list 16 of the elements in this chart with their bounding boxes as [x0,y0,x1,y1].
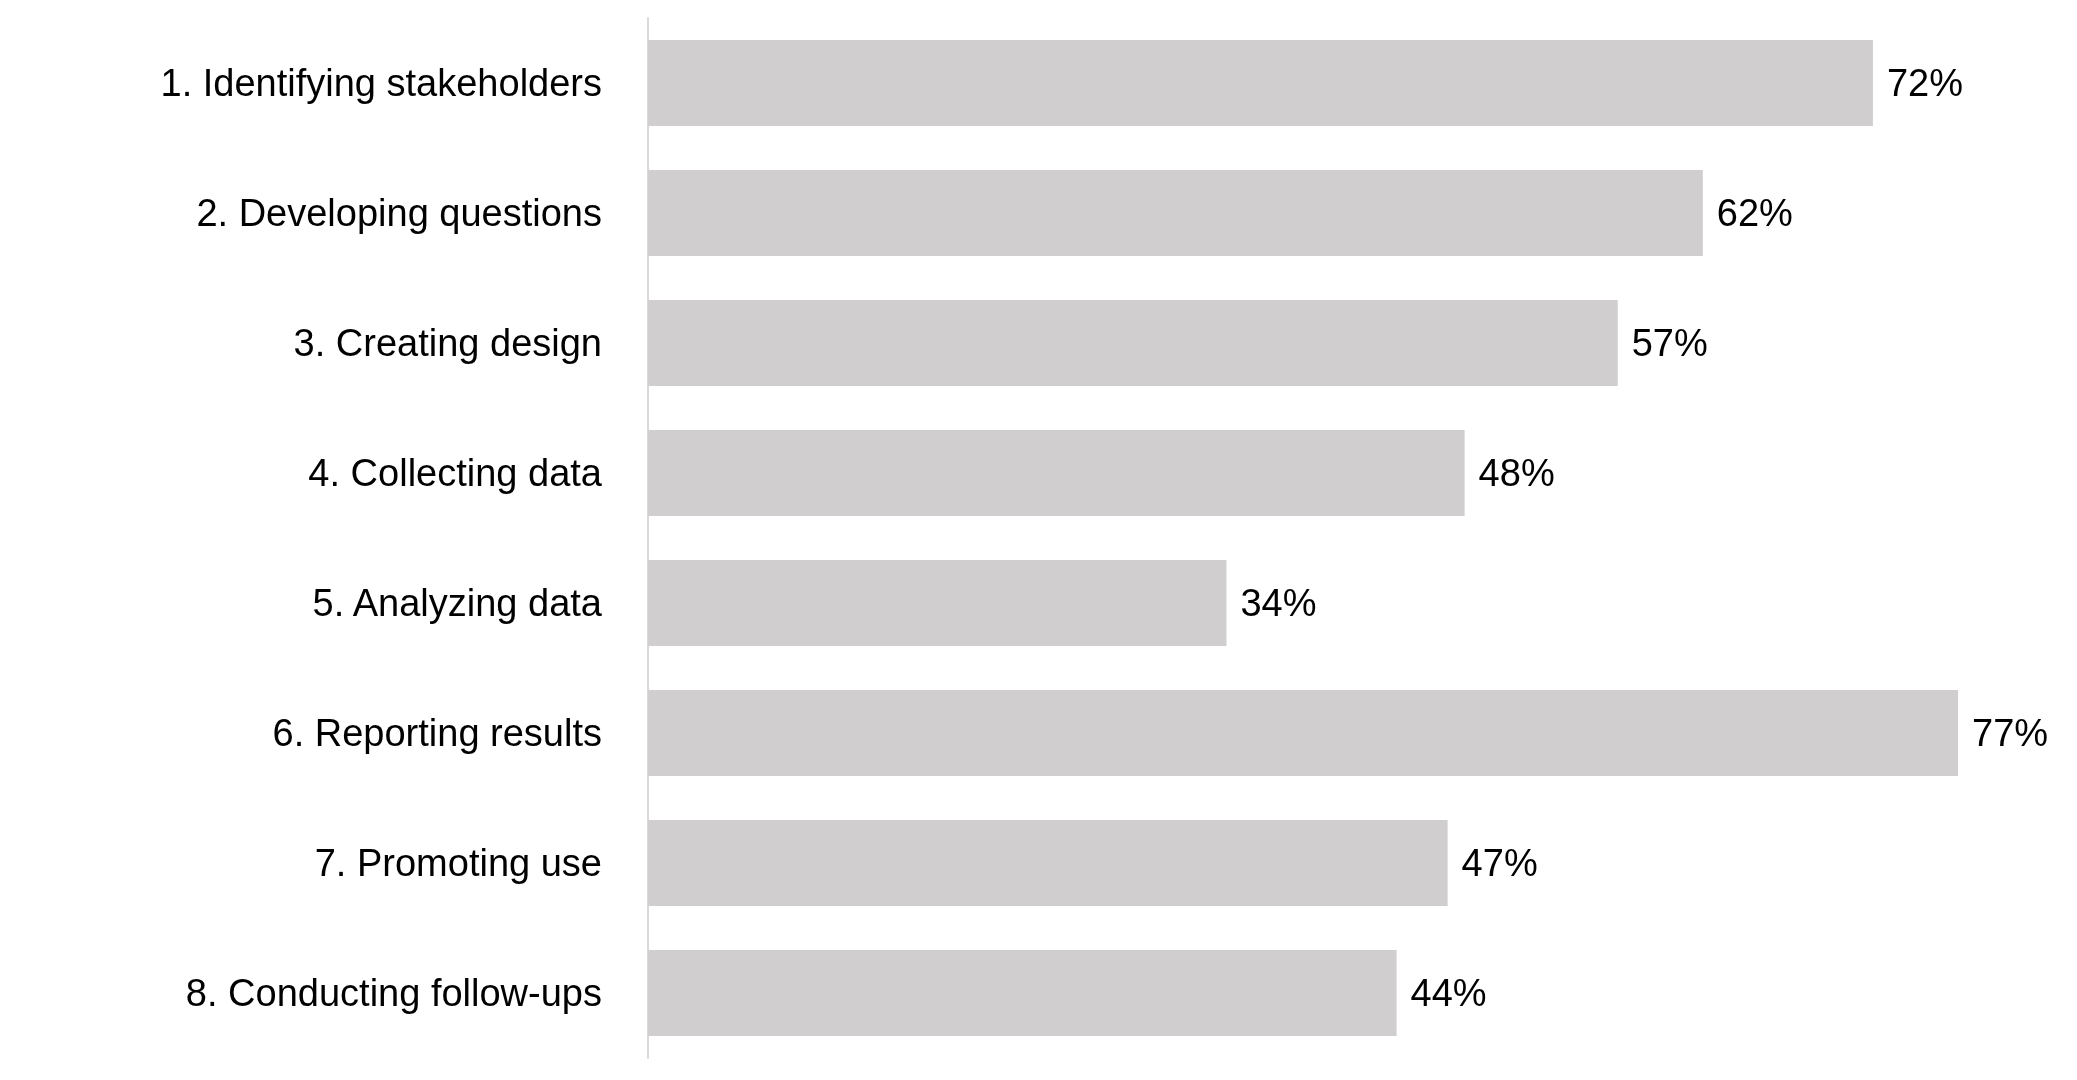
y-tick-label: 3. Creating design [293,322,602,364]
y-tick-label: 8. Conducting follow-ups [185,972,602,1014]
y-tick-label: 5. Analyzing data [312,582,603,624]
data-label: 57% [1631,322,1708,364]
y-tick-label: 6. Reporting results [272,712,602,754]
y-tick-label: 7. Promoting use [314,842,602,884]
data-label: 62% [1716,192,1793,234]
y-tick-label: 4. Collecting data [308,452,603,494]
data-label: 48% [1478,452,1555,494]
y-tick-label: 1. Identifying stakeholders [160,62,602,104]
y-tick-label: 2. Developing questions [196,192,602,234]
data-label: 72% [1886,62,1963,104]
data-label: 77% [1972,712,2049,754]
data-label: 44% [1410,972,1487,1014]
data-label: 47% [1461,842,1538,884]
data-label: 34% [1240,582,1317,624]
